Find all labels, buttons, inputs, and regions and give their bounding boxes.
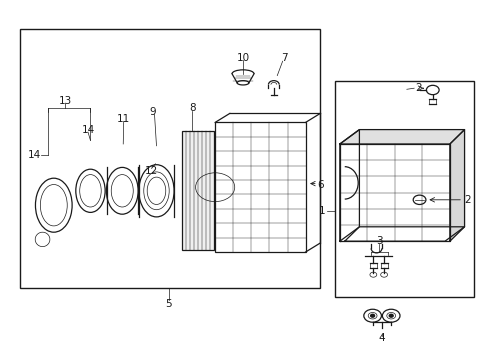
Text: 14: 14: [81, 125, 95, 135]
Text: 9: 9: [149, 107, 156, 117]
Bar: [20, 29, 320, 288]
Bar: [182, 131, 213, 250]
Polygon shape: [449, 130, 464, 241]
Text: 14: 14: [27, 150, 41, 160]
Text: 5: 5: [165, 299, 172, 309]
Text: 7: 7: [281, 53, 287, 63]
Text: 2: 2: [464, 195, 470, 205]
Polygon shape: [339, 130, 464, 144]
Circle shape: [370, 314, 374, 317]
Text: 1: 1: [318, 206, 325, 216]
Text: 11: 11: [117, 114, 130, 124]
Text: 13: 13: [58, 96, 72, 106]
Polygon shape: [339, 130, 359, 241]
Polygon shape: [339, 144, 449, 241]
Text: 6: 6: [316, 180, 323, 190]
Text: 8: 8: [188, 103, 195, 113]
Circle shape: [388, 314, 392, 317]
Text: 2: 2: [414, 83, 421, 93]
Polygon shape: [344, 227, 464, 241]
Text: 4: 4: [378, 333, 385, 343]
Text: 3: 3: [375, 236, 382, 246]
Bar: [334, 81, 473, 297]
Text: 10: 10: [236, 53, 249, 63]
Bar: [215, 122, 305, 252]
Text: 12: 12: [144, 166, 158, 176]
